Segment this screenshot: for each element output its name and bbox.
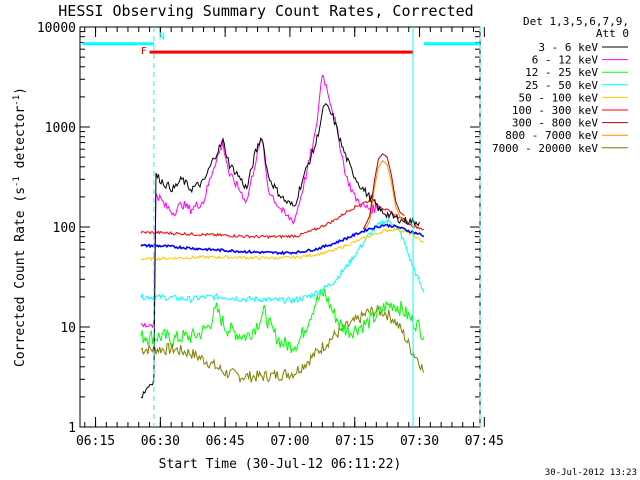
y-tick-label: 10 xyxy=(60,321,76,336)
plot-area: 1 10 100 1000 10000 06:15 06:30 06:45 07:00 07:1… xyxy=(37,21,504,449)
y-tick-label: 1 xyxy=(68,421,76,436)
series-line-3-6-keV xyxy=(140,102,420,399)
x-tick-label: 07:15 xyxy=(335,434,374,449)
flare-flag-label: F xyxy=(141,46,147,57)
legend-entry-label: 50 - 100 keV xyxy=(519,91,599,104)
series-line-7000-20000-keV xyxy=(140,305,425,384)
plot-frame xyxy=(79,26,481,428)
y-tick-label: 10000 xyxy=(37,21,76,36)
legend-entry-label: 12 - 25 keV xyxy=(525,66,598,79)
series-line-6-12-keV xyxy=(140,74,382,329)
x-tick-label: 06:45 xyxy=(206,434,245,449)
x-tick-label: 07:00 xyxy=(270,434,309,449)
legend-title-line-1: Det 1,3,5,6,7,9, xyxy=(523,15,629,28)
y-axis-label-sup-1: -1 xyxy=(12,176,22,187)
series-line-300-800-keV xyxy=(362,153,405,230)
y-axis-label-mid: detector xyxy=(13,106,28,177)
series-line-800-7000-keV xyxy=(362,159,405,233)
x-axis-label: Start Time (30-Jul-12 06:11:22) xyxy=(159,457,402,472)
y-tick-label: 1000 xyxy=(45,121,76,136)
x-tick-label: 06:15 xyxy=(76,434,115,449)
x-axis: 06:15 06:30 06:45 07:00 07:15 07:30 07:45 xyxy=(76,27,504,449)
legend-entry-label: 25 - 50 keV xyxy=(525,79,598,92)
y-axis-label-main: Corrected Count Rate (s xyxy=(13,187,28,367)
series-line-25-50-keV xyxy=(140,218,425,305)
legend-entry-label: 7000 - 20000 keV xyxy=(492,142,598,155)
night-flag-label: N xyxy=(159,32,165,43)
y-axis-label-sup-2: -1 xyxy=(12,95,22,106)
legend-title-line-2: Att 0 xyxy=(596,27,629,40)
x-tick-label: 07:30 xyxy=(400,434,439,449)
series-line-50-100-keV xyxy=(140,226,425,262)
legend-entry-label: 3 - 6 keV xyxy=(538,41,598,54)
y-axis-label: Corrected Count Rate (s-1 detector-1) xyxy=(12,87,28,367)
flag-layer: FN xyxy=(82,27,481,427)
legend-entry-label: 100 - 300 keV xyxy=(512,104,598,117)
chart-title: HESSI Observing Summary Count Rates, Cor… xyxy=(58,2,473,20)
x-tick-label: 06:30 xyxy=(141,434,180,449)
y-axis-label-end: ) xyxy=(13,87,28,95)
footer-timestamp: 30-Jul-2012 13:23 xyxy=(545,468,637,478)
legend-entry-label: 300 - 800 keV xyxy=(512,117,598,130)
legend-entry-label: 800 - 7000 keV xyxy=(505,129,598,142)
series-line-100-300-keV xyxy=(140,199,425,240)
series-layer xyxy=(140,74,425,399)
series-line-12-25-keV xyxy=(140,288,425,354)
blue-series xyxy=(140,223,425,256)
legend-entry-label: 6 - 12 keV xyxy=(532,54,599,67)
y-tick-label: 100 xyxy=(53,221,76,236)
x-tick-label: 07:45 xyxy=(465,434,504,449)
